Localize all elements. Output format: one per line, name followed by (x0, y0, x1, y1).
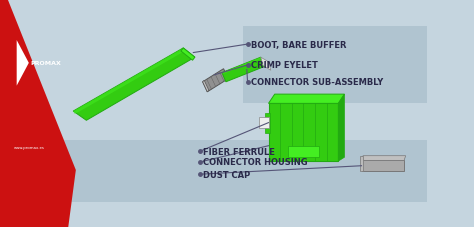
Text: BOOT, BARE BUFFER: BOOT, BARE BUFFER (251, 40, 346, 49)
Polygon shape (338, 95, 345, 161)
Polygon shape (362, 161, 404, 171)
Text: DUST CAP: DUST CAP (203, 170, 251, 179)
Polygon shape (202, 81, 209, 92)
Polygon shape (268, 95, 345, 104)
Polygon shape (261, 58, 271, 71)
Polygon shape (362, 156, 406, 161)
Text: CONNECTOR SUB-ASSEMBLY: CONNECTOR SUB-ASSEMBLY (251, 78, 383, 87)
Polygon shape (222, 58, 262, 75)
Polygon shape (264, 113, 270, 133)
Text: CRIMP EYELET: CRIMP EYELET (251, 61, 318, 70)
Polygon shape (288, 146, 319, 158)
Polygon shape (73, 49, 195, 121)
Text: FIBER FERRULE: FIBER FERRULE (203, 147, 275, 156)
Polygon shape (268, 104, 338, 161)
Text: www.promax.es: www.promax.es (13, 146, 44, 150)
Bar (243, 27, 427, 104)
Bar (59, 141, 427, 202)
Polygon shape (181, 49, 195, 61)
Polygon shape (17, 41, 29, 86)
Polygon shape (360, 156, 363, 171)
Polygon shape (222, 58, 264, 82)
Polygon shape (259, 118, 268, 128)
Polygon shape (73, 49, 185, 115)
Polygon shape (202, 69, 228, 92)
Polygon shape (0, 0, 76, 227)
Text: CONNECTOR HOUSING: CONNECTOR HOUSING (203, 158, 308, 167)
Text: PROMAX: PROMAX (30, 61, 61, 66)
